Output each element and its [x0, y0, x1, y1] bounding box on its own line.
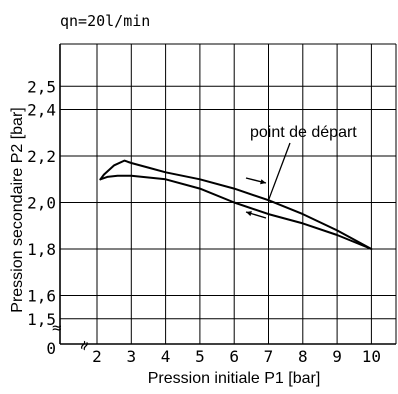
y-tick-label: 2,2 [27, 147, 56, 166]
annotation-label: point de départ [250, 124, 357, 141]
annotations: point de départ [245, 124, 357, 219]
annotation-leader [267, 142, 291, 201]
y-tick-label: 0 [46, 339, 56, 358]
x-tick-label: 7 [264, 347, 274, 366]
grid: ≈≈ [52, 43, 397, 354]
x-tick-label: 8 [298, 347, 308, 366]
tick-labels: 2 3 4 5 6 7 8 9 10 0 1,5 1,6 1,8 2,0 2,2 2,4 2,5 [27, 77, 381, 366]
x-tick-label: 5 [195, 347, 205, 366]
x-tick-label: 4 [161, 347, 171, 366]
y-tick-label: 2,5 [27, 77, 56, 96]
x-tick-label: 9 [332, 347, 342, 366]
x-tick-label: 10 [362, 347, 381, 366]
x-tick-label: 6 [229, 347, 239, 366]
series-curve-2 [99, 174, 373, 250]
y-tick-label: 2,0 [27, 194, 56, 213]
y-tick-label: 2,4 [27, 101, 56, 120]
x-axis-title: Pression initiale P1 [bar] [148, 370, 321, 387]
y-tick-label: 1,8 [27, 240, 56, 259]
y-tick-label: 1,6 [27, 287, 56, 306]
series-curve-1 [99, 159, 373, 250]
plot-area [99, 159, 373, 250]
x-tick-label: 2 [92, 347, 102, 366]
y-axis-break-mark: ≈ [52, 318, 62, 337]
direction-arrow-lower-head [246, 211, 252, 217]
direction-arrow-upper-head [260, 179, 266, 185]
x-tick-label: 3 [126, 347, 136, 366]
y-axis-title: Pression secondaire P2 [bar] [9, 107, 26, 312]
flow-rate-label: qn=20l/min [60, 12, 150, 30]
y-tick-label: 1,5 [27, 310, 56, 329]
